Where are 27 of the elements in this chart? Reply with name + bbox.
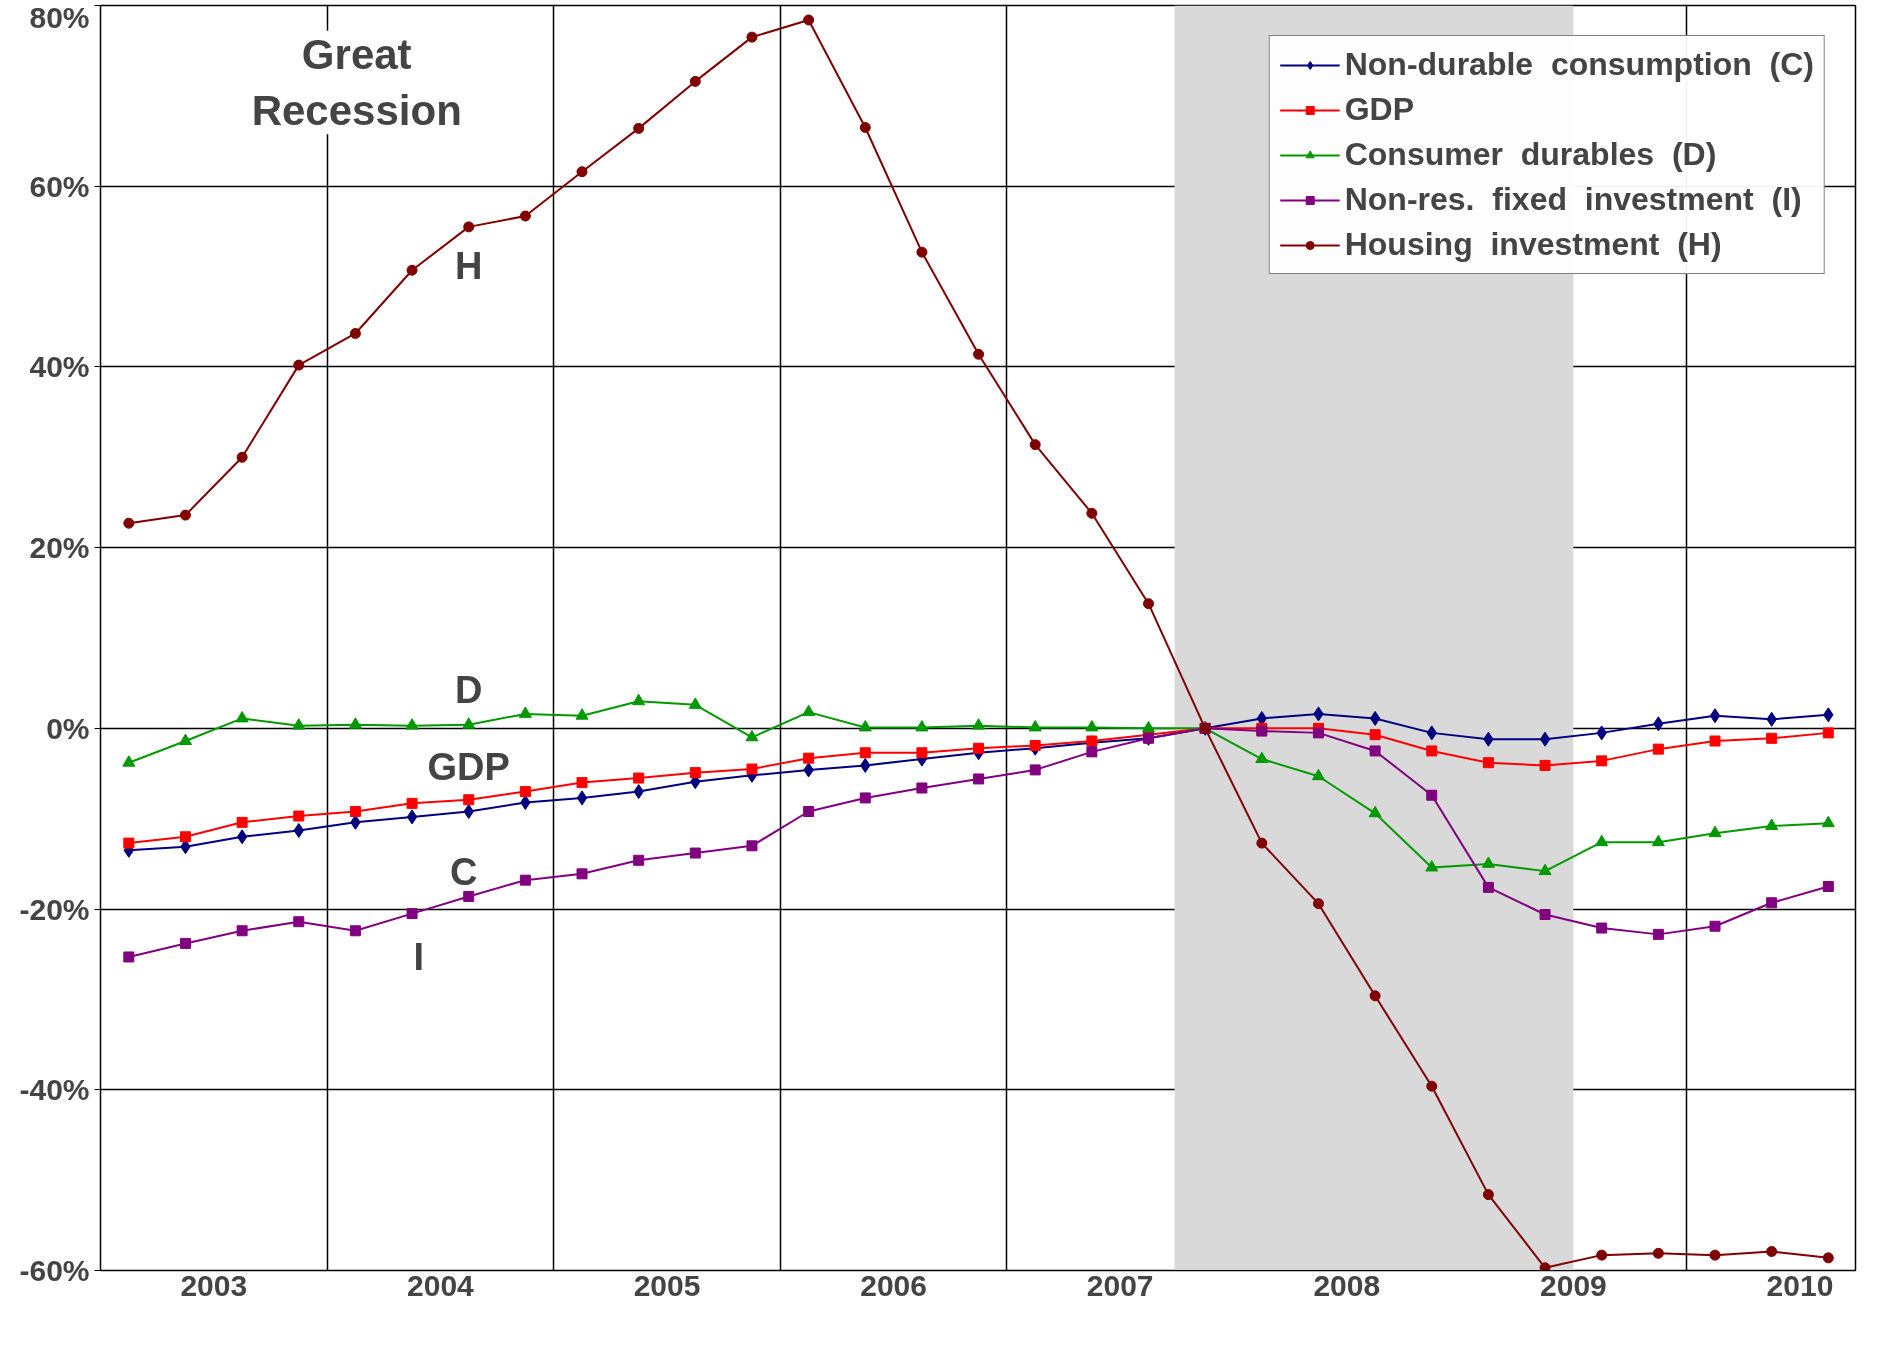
legend-label: Consumer durables (D) bbox=[1344, 136, 1717, 173]
x-tick-label: 2007 bbox=[1086, 1268, 1154, 1302]
x-tick-label: 2010 bbox=[1766, 1268, 1834, 1302]
legend-label: Housing investment (H) bbox=[1344, 226, 1722, 263]
annotation: Great Recession bbox=[251, 30, 462, 135]
y-tick-label: 40% bbox=[29, 350, 90, 384]
legend-label: Non-durable consumption (C) bbox=[1344, 46, 1814, 83]
y-tick-label: -40% bbox=[19, 1073, 90, 1107]
annotation: C bbox=[450, 851, 478, 894]
x-tick-label: 2005 bbox=[633, 1268, 701, 1302]
annotation: D bbox=[455, 668, 483, 711]
legend-label: GDP bbox=[1344, 91, 1415, 128]
y-tick-label: -20% bbox=[19, 892, 90, 926]
y-tick-label: 20% bbox=[29, 531, 90, 565]
x-tick-label: 2008 bbox=[1313, 1268, 1381, 1302]
x-tick-label: 2009 bbox=[1540, 1268, 1607, 1302]
annotation: H bbox=[455, 244, 483, 287]
legend-label: Non-res. fixed investment (I) bbox=[1344, 181, 1802, 218]
x-tick-label: 2004 bbox=[407, 1268, 475, 1302]
x-tick-label: 2006 bbox=[860, 1268, 927, 1302]
annotation: I bbox=[413, 936, 425, 979]
y-tick-label: -60% bbox=[19, 1254, 90, 1287]
y-tick-label: 60% bbox=[29, 169, 90, 203]
y-tick-label: 0% bbox=[46, 711, 90, 745]
x-tick-label: 2003 bbox=[180, 1268, 248, 1302]
annotation: GDP bbox=[427, 745, 510, 788]
y-tick-label: 80% bbox=[29, 0, 90, 34]
